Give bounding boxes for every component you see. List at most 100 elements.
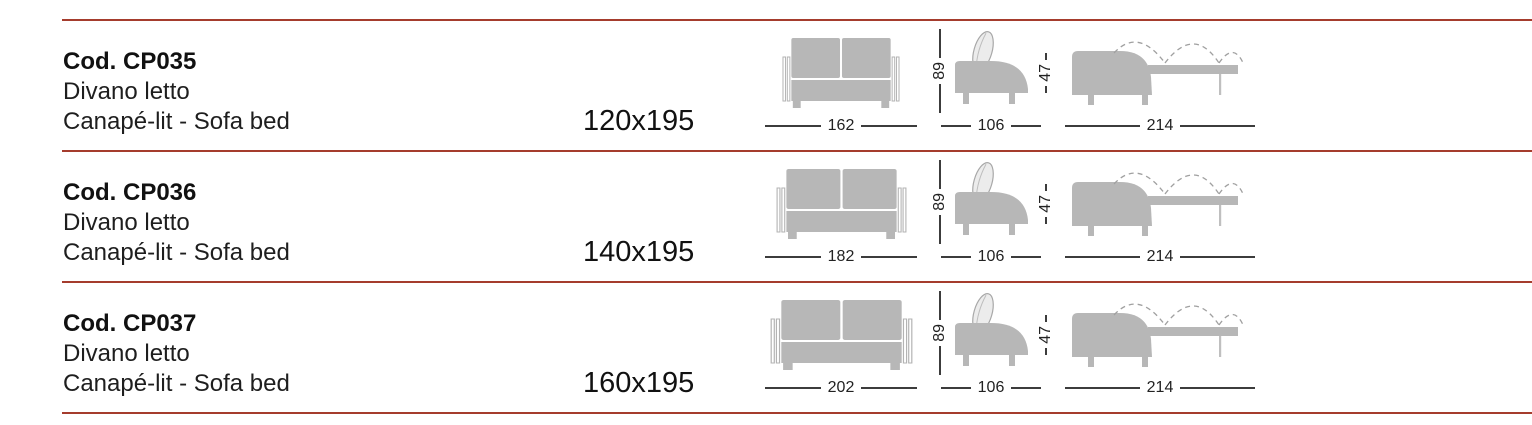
sofa-side-icon <box>955 162 1028 235</box>
divider-line <box>62 412 1532 414</box>
mattress-size: 120x195 <box>583 105 695 137</box>
seat-height-dimension: 47 <box>1037 53 1055 111</box>
dimension-line <box>1011 125 1042 127</box>
sofa-front-icon <box>776 169 906 239</box>
width-dimension: 162 <box>765 115 918 137</box>
product-code: Cod. CP035 <box>63 48 197 75</box>
mattress-size: 140x195 <box>583 236 695 268</box>
height-dimension: 89 <box>931 29 949 114</box>
dimension-tick <box>1045 184 1047 191</box>
height-value: 89 <box>931 324 948 342</box>
dimension-line <box>939 160 941 190</box>
height-dimension: 89 <box>931 160 949 245</box>
dimension-line <box>941 125 971 127</box>
dimension-line <box>1180 125 1256 127</box>
height-dimension: 89 <box>931 291 949 376</box>
sofa-bed-open-diagram: 214 <box>1065 166 1256 268</box>
seat-height-value: 47 <box>1037 195 1054 213</box>
dimension-tick <box>1045 85 1047 93</box>
dimension-tick <box>1045 347 1047 355</box>
sofa-bed-open-icon <box>1071 303 1245 367</box>
sofa-front-icon <box>782 38 900 108</box>
dimension-line <box>941 256 971 258</box>
sofa-bed-open-icon <box>1071 172 1245 236</box>
product-row: Cod. CP035 Divano letto Canapé-lit - Sof… <box>0 21 1532 150</box>
dimension-line <box>939 291 941 321</box>
dimension-tick <box>1045 53 1047 60</box>
width-value: 162 <box>827 117 855 134</box>
dimension-line <box>1065 387 1140 389</box>
product-code: Cod. CP036 <box>63 179 197 206</box>
dimension-line <box>1011 256 1042 258</box>
divider-line <box>62 19 1532 21</box>
sofa-side-icon <box>955 293 1028 366</box>
product-description-intl: Canapé-lit - Sofa bed <box>63 239 290 266</box>
width-dimension: 202 <box>765 377 918 399</box>
product-description-italian: Divano letto <box>63 340 190 367</box>
sofa-front-diagram: 202 <box>765 295 918 399</box>
seat-height-value: 47 <box>1037 326 1054 344</box>
product-info: Cod. CP035 Divano letto Canapé-lit - Sof… <box>63 47 583 137</box>
dimension-line <box>1180 387 1256 389</box>
depth-value: 106 <box>977 379 1005 396</box>
dimension-line <box>939 345 941 376</box>
dimension-line <box>1065 256 1140 258</box>
sofa-bed-open-diagram: 214 <box>1065 297 1256 399</box>
dimension-line <box>861 256 918 258</box>
sofa-side-diagram: 89 47 <box>925 158 1057 268</box>
product-code: Cod. CP037 <box>63 310 197 337</box>
dimension-line <box>1011 387 1042 389</box>
dimension-line <box>861 125 918 127</box>
product-info: Cod. CP036 Divano letto Canapé-lit - Sof… <box>63 178 583 268</box>
product-description-italian: Divano letto <box>63 209 190 236</box>
depth-value: 106 <box>977 117 1005 134</box>
sofa-front-icon <box>770 300 912 370</box>
seat-height-value: 47 <box>1037 64 1054 82</box>
bed-length-value: 214 <box>1146 379 1174 396</box>
dimension-tick <box>1045 315 1047 322</box>
dimension-diagrams: 202 89 <box>765 289 1256 399</box>
dimension-line <box>765 387 821 389</box>
sofa-front-diagram: 182 <box>765 164 918 268</box>
dimension-line <box>861 387 918 389</box>
dimension-line <box>939 29 941 59</box>
bed-length-value: 214 <box>1146 117 1174 134</box>
width-dimension: 182 <box>765 246 918 268</box>
dimension-line <box>939 214 941 245</box>
depth-value: 106 <box>977 248 1005 265</box>
product-description-intl: Canapé-lit - Sofa bed <box>63 108 290 135</box>
sofa-front-diagram: 162 <box>765 33 918 137</box>
divider-line <box>62 150 1532 152</box>
dimension-diagrams: 182 89 <box>765 158 1256 268</box>
bed-length-dimension: 214 <box>1065 377 1256 399</box>
seat-height-dimension: 47 <box>1037 184 1055 242</box>
dimension-line <box>1180 256 1256 258</box>
dimension-line <box>765 256 821 258</box>
sofa-bed-open-icon <box>1071 41 1245 105</box>
sofa-side-icon <box>955 31 1028 104</box>
dimension-line <box>939 83 941 114</box>
divider-line <box>62 281 1532 283</box>
depth-dimension: 106 <box>941 115 1042 137</box>
height-value: 89 <box>931 193 948 211</box>
dimension-line <box>941 387 971 389</box>
dimension-line <box>765 125 821 127</box>
product-info: Cod. CP037 Divano letto Canapé-lit - Sof… <box>63 309 583 399</box>
sofa-side-diagram: 89 47 <box>925 27 1057 137</box>
product-description-intl: Canapé-lit - Sofa bed <box>63 370 290 397</box>
product-row: Cod. CP036 Divano letto Canapé-lit - Sof… <box>0 152 1532 281</box>
bed-length-dimension: 214 <box>1065 246 1256 268</box>
width-value: 182 <box>827 248 855 265</box>
height-value: 89 <box>931 62 948 80</box>
width-value: 202 <box>827 379 855 396</box>
dimension-tick <box>1045 216 1047 224</box>
bed-length-value: 214 <box>1146 248 1174 265</box>
seat-height-dimension: 47 <box>1037 315 1055 373</box>
product-row: Cod. CP037 Divano letto Canapé-lit - Sof… <box>0 283 1532 412</box>
product-description-italian: Divano letto <box>63 78 190 105</box>
depth-dimension: 106 <box>941 246 1042 268</box>
depth-dimension: 106 <box>941 377 1042 399</box>
catalog-page: Cod. CP035 Divano letto Canapé-lit - Sof… <box>0 19 1532 414</box>
mattress-size: 160x195 <box>583 367 695 399</box>
dimension-line <box>1065 125 1140 127</box>
